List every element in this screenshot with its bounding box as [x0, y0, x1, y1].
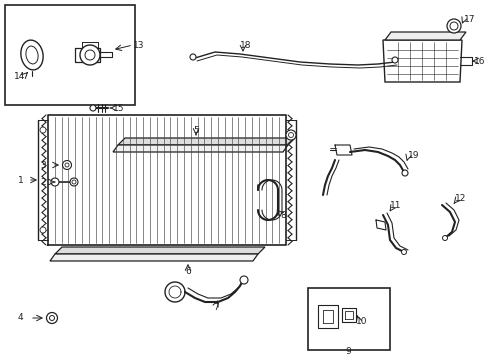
Text: 1: 1	[18, 176, 24, 185]
Text: 14: 14	[14, 72, 25, 81]
Ellipse shape	[80, 45, 100, 65]
Ellipse shape	[26, 46, 38, 64]
Circle shape	[190, 54, 196, 60]
Text: 18: 18	[240, 41, 251, 50]
Text: 6: 6	[184, 267, 190, 276]
Circle shape	[449, 22, 457, 30]
Text: 9: 9	[345, 347, 350, 356]
Circle shape	[285, 130, 295, 140]
Circle shape	[446, 19, 460, 33]
Text: 8: 8	[280, 211, 285, 220]
Text: 13: 13	[133, 41, 144, 50]
Circle shape	[401, 249, 406, 255]
Polygon shape	[50, 254, 258, 261]
Circle shape	[442, 235, 447, 240]
Polygon shape	[55, 247, 264, 254]
Ellipse shape	[90, 105, 96, 111]
Text: 10: 10	[355, 318, 367, 327]
Ellipse shape	[85, 50, 95, 60]
Text: 4: 4	[18, 314, 23, 323]
Text: 15: 15	[113, 104, 124, 112]
Bar	[5, 5, 135, 105]
Text: 17: 17	[463, 14, 474, 23]
Circle shape	[62, 161, 71, 170]
Polygon shape	[113, 145, 287, 152]
Circle shape	[46, 312, 58, 324]
Text: 7: 7	[213, 303, 218, 312]
Polygon shape	[382, 40, 461, 82]
Circle shape	[40, 227, 46, 233]
Text: 2: 2	[40, 177, 45, 186]
Circle shape	[70, 178, 78, 186]
Circle shape	[40, 127, 46, 133]
Polygon shape	[118, 138, 294, 145]
Circle shape	[49, 315, 54, 320]
Polygon shape	[384, 32, 465, 40]
Circle shape	[391, 57, 397, 63]
Circle shape	[401, 170, 407, 176]
Ellipse shape	[21, 40, 43, 70]
Text: 19: 19	[407, 150, 419, 159]
Circle shape	[51, 178, 59, 186]
Text: 16: 16	[473, 57, 485, 66]
Text: 11: 11	[389, 201, 401, 210]
Circle shape	[72, 180, 76, 184]
Circle shape	[240, 276, 247, 284]
Text: 3: 3	[40, 161, 46, 170]
Circle shape	[65, 163, 69, 167]
Circle shape	[288, 132, 293, 138]
Bar	[307, 288, 389, 350]
Text: 5: 5	[193, 126, 198, 135]
Text: 12: 12	[454, 194, 466, 202]
